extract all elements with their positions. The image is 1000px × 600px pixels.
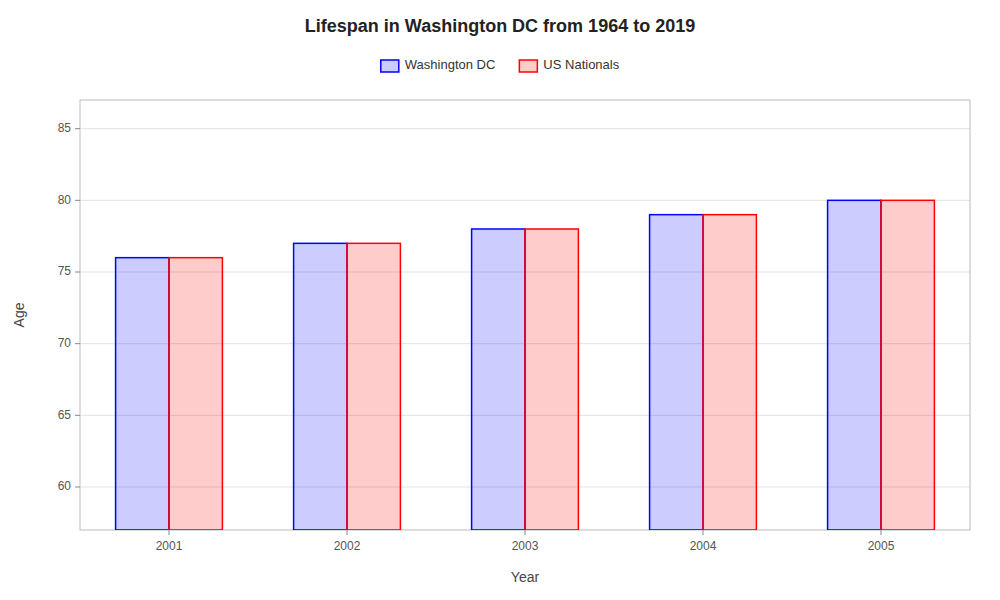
legend-label: US Nationals — [543, 57, 619, 72]
tick-mark — [75, 343, 80, 344]
y-axis: 60 65 70 75 80 85 — [58, 121, 80, 493]
bar — [650, 215, 703, 530]
background — [0, 0, 1000, 600]
tick-mark — [75, 200, 80, 201]
chart: 60 65 70 75 80 85 2001 2002 2003 2004 2005 Year Age L… — [0, 0, 1000, 600]
tick-mark — [75, 272, 80, 273]
bars — [116, 200, 935, 530]
tick-label: 85 — [58, 121, 72, 135]
bar — [116, 258, 169, 530]
legend-item: Washington DC — [381, 57, 496, 72]
bar — [472, 229, 525, 530]
x-axis: 2001 2002 2003 2004 2005 — [156, 530, 895, 553]
bar — [294, 243, 347, 530]
tick-label: 75 — [58, 264, 72, 278]
series — [116, 200, 881, 530]
tick-mark — [525, 530, 526, 535]
bar — [881, 200, 934, 530]
axis-label: Year — [511, 569, 540, 585]
bar — [347, 243, 400, 530]
series — [169, 200, 934, 530]
tick-label: 2003 — [512, 539, 539, 553]
chart-container: 60 65 70 75 80 85 2001 2002 2003 2004 2005 Year Age L… — [0, 0, 1000, 600]
tick-mark — [75, 415, 80, 416]
plot-frame — [80, 100, 970, 530]
tick-label: 65 — [58, 408, 72, 422]
tick-label: 70 — [58, 336, 72, 350]
tick-mark — [75, 487, 80, 488]
axis-label: Age — [11, 302, 27, 327]
grid-line — [80, 128, 970, 129]
tick-label: 80 — [58, 193, 72, 207]
tick-label: 2005 — [868, 539, 895, 553]
legend-label: Washington DC — [405, 57, 496, 72]
page: {"chart_data": {"type": "bar", "title": … — [0, 0, 1000, 600]
legend: Washington DC US Nationals — [381, 57, 620, 72]
tick-label: 2002 — [334, 539, 361, 553]
tick-mark — [347, 530, 348, 535]
title: Lifespan in Washington DC from 1964 to 2… — [305, 16, 695, 36]
tick-mark — [169, 530, 170, 535]
tick-mark — [703, 530, 704, 535]
legend-swatch — [519, 60, 537, 72]
legend-item: US Nationals — [519, 57, 619, 72]
tick-label: 2001 — [156, 539, 183, 553]
bar — [703, 215, 756, 530]
tick-mark — [75, 128, 80, 129]
bar — [828, 200, 881, 530]
bar — [525, 229, 578, 530]
legend-swatch — [381, 60, 399, 72]
bar — [169, 258, 222, 530]
tick-label: 60 — [58, 479, 72, 493]
tick-mark — [881, 530, 882, 535]
tick-label: 2004 — [690, 539, 717, 553]
